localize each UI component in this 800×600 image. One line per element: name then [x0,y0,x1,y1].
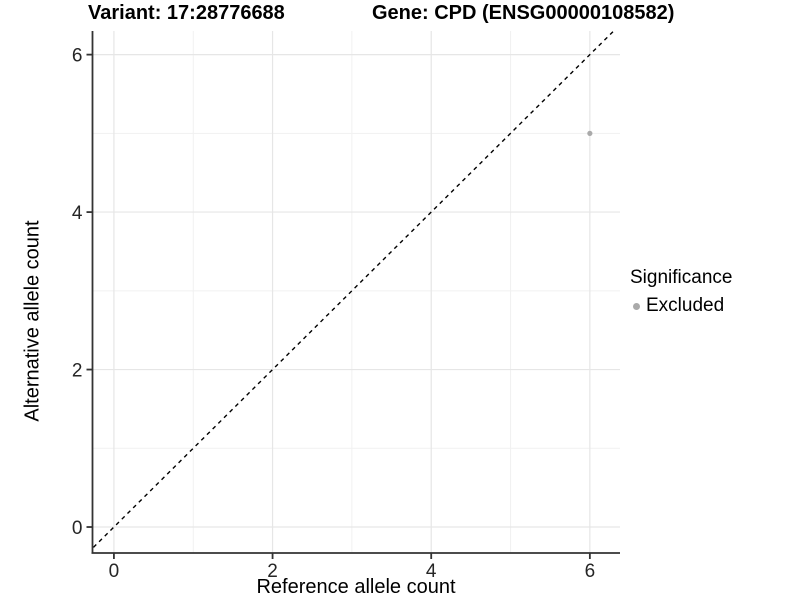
y-tick-label: 4 [72,203,83,224]
data-point [587,130,593,136]
y-axis-title: Alternative allele count [21,220,44,422]
legend: Significance Excluded [630,266,732,317]
x-tick-label: 2 [267,561,278,582]
plot-title-gene: Gene: CPD (ENSG00000108582) [372,2,675,24]
y-tick-label: 0 [72,518,83,539]
x-axis-title: Reference allele count [256,576,456,598]
x-tick-label: 0 [109,561,120,582]
plot-title-variant: Variant: 17:28776688 [88,2,285,24]
identity-line [92,31,615,550]
x-tick-label: 6 [585,561,596,582]
legend-entry-label: Excluded [646,295,725,316]
legend-title: Significance [630,267,733,288]
legend-point-icon [633,302,640,310]
y-tick-label: 2 [72,361,83,382]
x-tick-label: 4 [426,561,437,582]
legend-entry-excluded: Excluded [630,295,732,317]
y-tick-label: 6 [72,46,83,67]
